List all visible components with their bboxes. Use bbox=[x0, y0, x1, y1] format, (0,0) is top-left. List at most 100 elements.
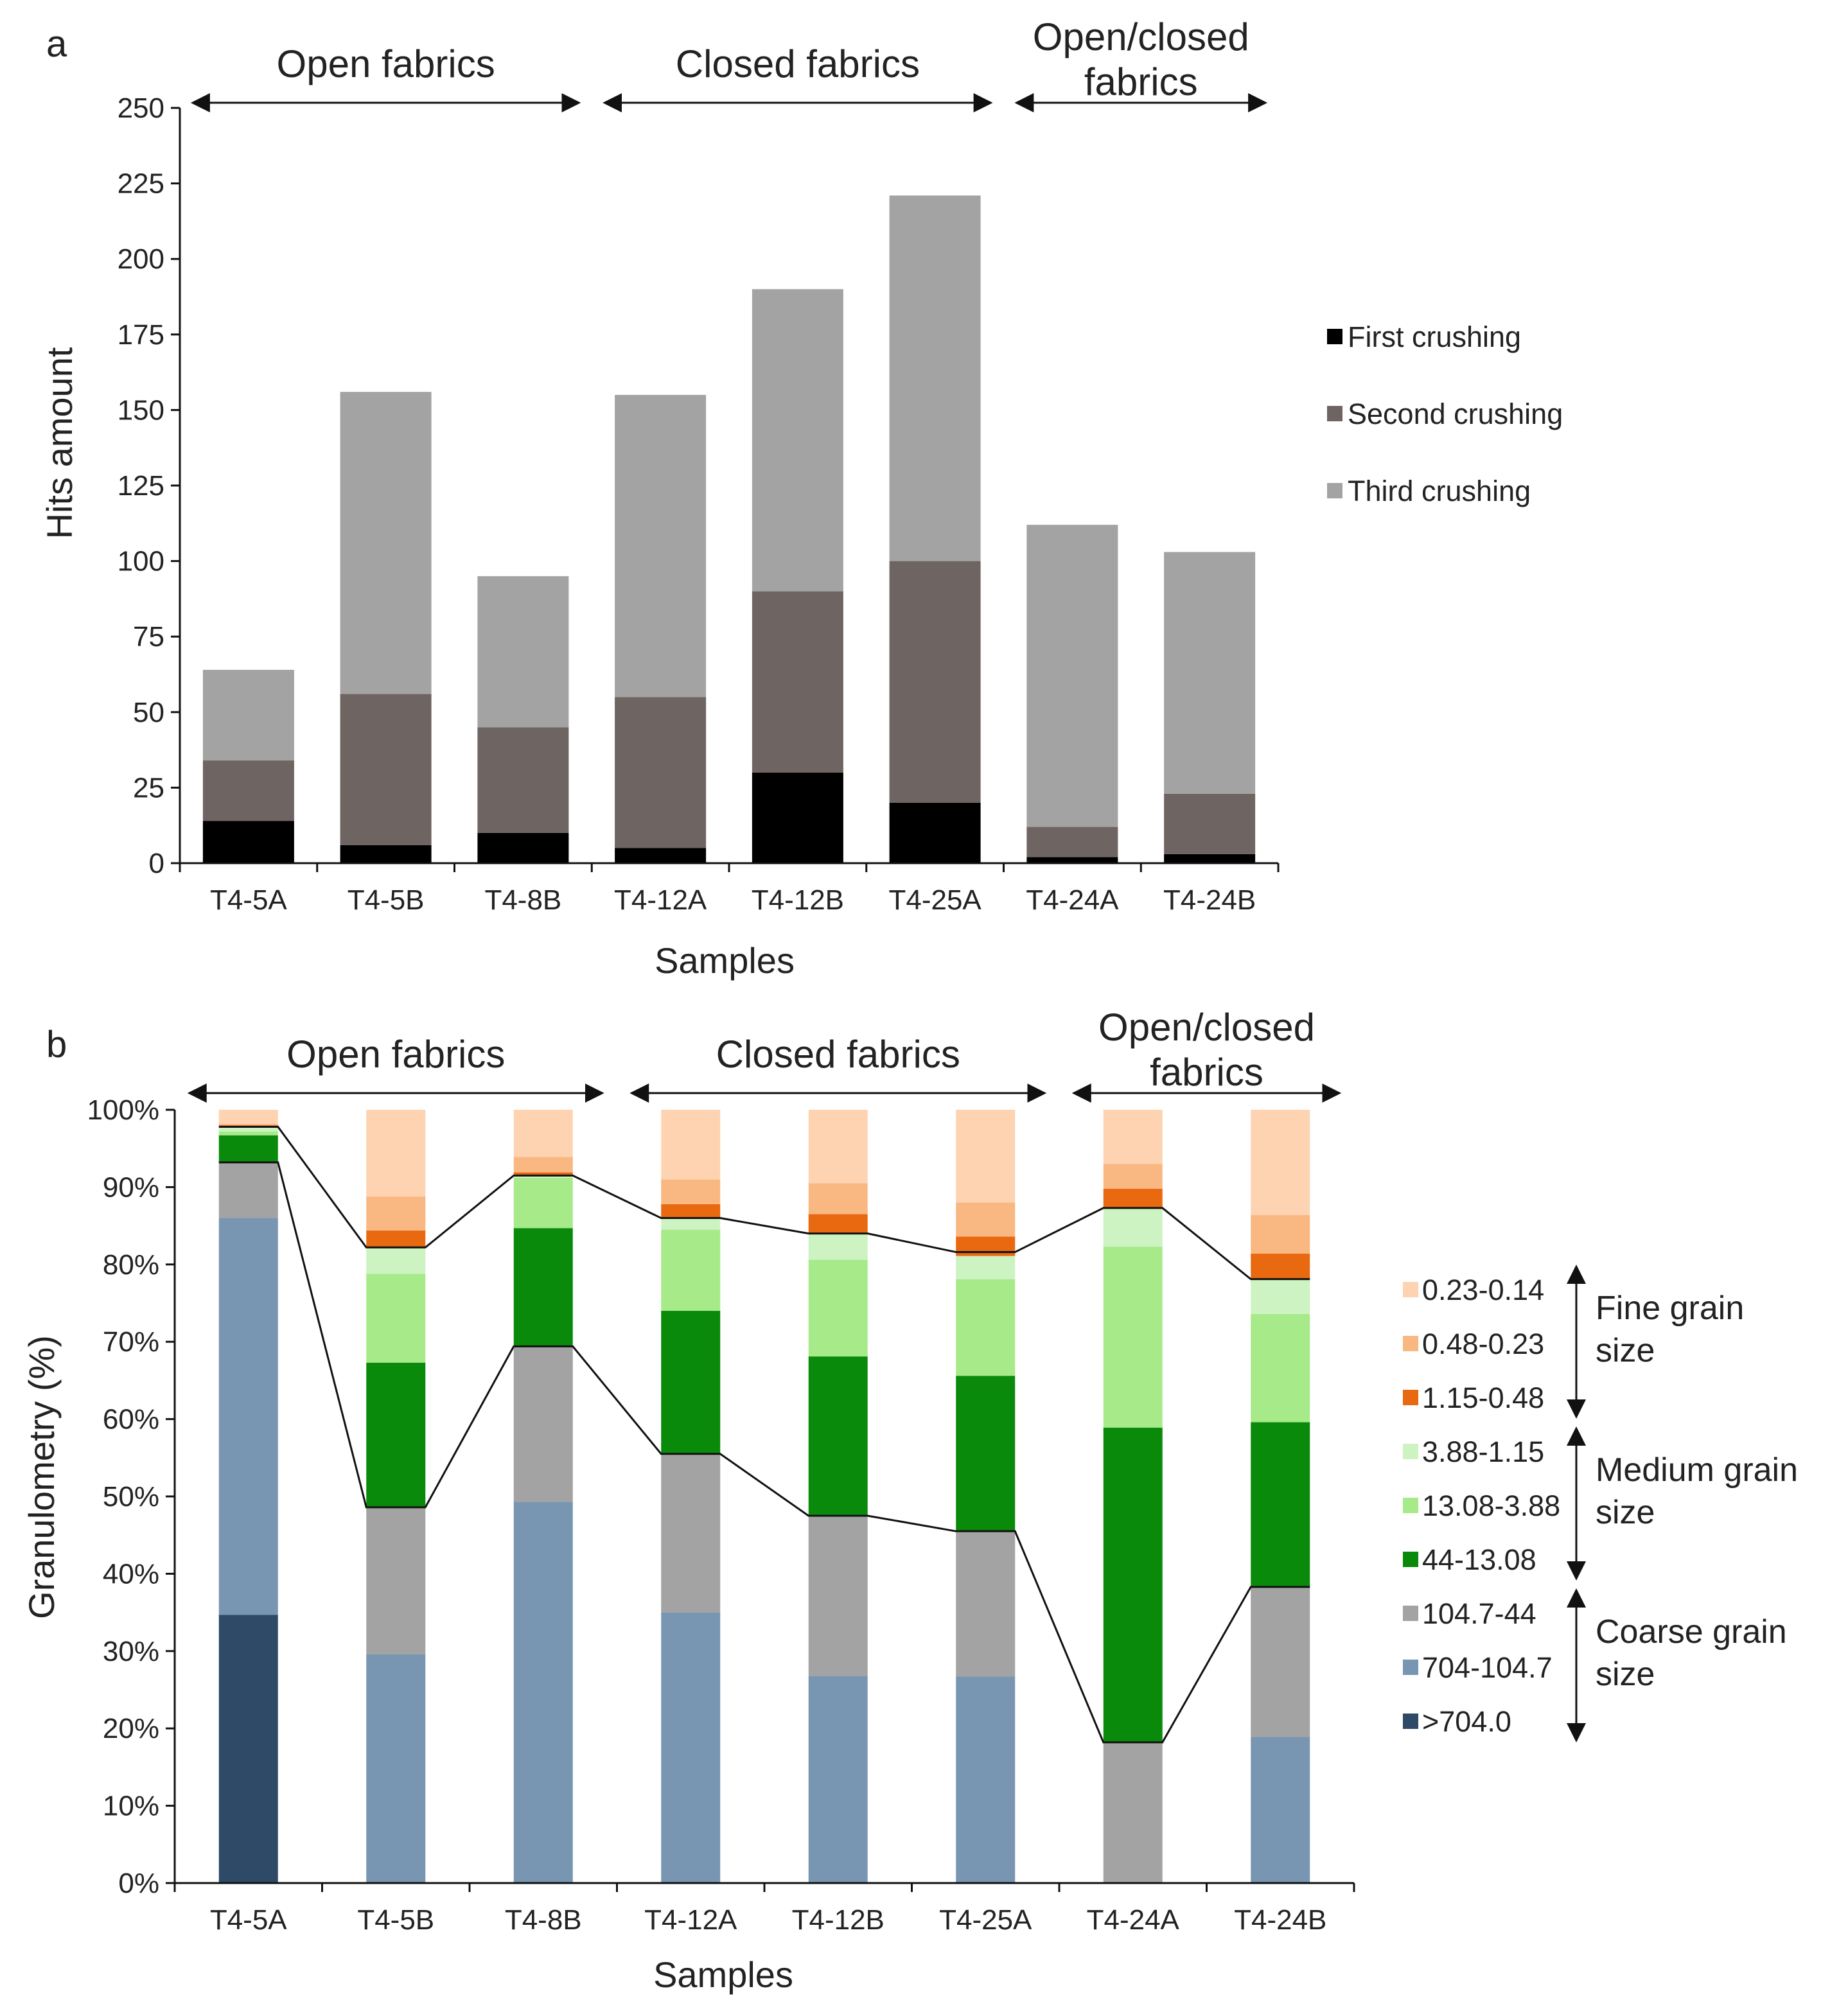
group-label-line2: fabrics bbox=[1150, 1051, 1263, 1094]
x-tick-label: T4-12A bbox=[614, 884, 707, 916]
y-tick-label: 40% bbox=[103, 1558, 159, 1590]
x-tick-label: T4-5A bbox=[210, 1904, 287, 1936]
legend-label: 3.88-1.15 bbox=[1422, 1435, 1544, 1468]
bar-segment bbox=[218, 1162, 278, 1218]
legend-swatch bbox=[1403, 1282, 1418, 1297]
bar-segment bbox=[477, 832, 569, 863]
panel-b-y-axis-title: Granulometry (%) bbox=[21, 1335, 62, 1619]
bar-segment bbox=[956, 1256, 1016, 1279]
panel-a-y-axis-title: Hits amount bbox=[39, 347, 80, 539]
bar-segment bbox=[661, 1229, 721, 1311]
bar-segment bbox=[808, 1676, 868, 1883]
bar-segment bbox=[366, 1230, 426, 1248]
y-tick-label: 50 bbox=[133, 697, 164, 728]
legend-swatch bbox=[1403, 1606, 1418, 1621]
bar-segment bbox=[1164, 854, 1256, 863]
bar-segment bbox=[1103, 1164, 1163, 1189]
bar-segment bbox=[889, 195, 981, 561]
x-tick-label: T4-8B bbox=[505, 1904, 582, 1936]
group-label: Closed fabrics bbox=[676, 42, 920, 85]
bar-segment bbox=[218, 1218, 278, 1615]
bar-segment bbox=[366, 1274, 426, 1363]
x-tick-label: T4-24B bbox=[1234, 1904, 1326, 1936]
legend-label: 13.08-3.88 bbox=[1422, 1489, 1560, 1522]
y-tick-label: 0% bbox=[118, 1868, 159, 1899]
bar-segment bbox=[615, 394, 707, 697]
bar-segment bbox=[366, 1110, 426, 1196]
legend-group-label: Fine grain bbox=[1596, 1290, 1744, 1327]
legend-group-label: Medium grain bbox=[1596, 1451, 1798, 1489]
x-tick-label: T4-25A bbox=[939, 1904, 1032, 1936]
legend-swatch bbox=[1403, 1552, 1418, 1567]
x-tick-label: T4-24A bbox=[1026, 884, 1119, 916]
bar-segment bbox=[218, 1123, 278, 1126]
panel-a-label: a bbox=[46, 23, 67, 65]
panel-a: a Open fabrics Closed fabrics Open/closedf… bbox=[39, 15, 1563, 981]
bar-segment bbox=[513, 1157, 573, 1173]
bar-segment bbox=[1251, 1586, 1310, 1737]
bar-segment bbox=[366, 1507, 426, 1654]
y-tick-label: 90% bbox=[103, 1171, 159, 1203]
legend-label: First crushing bbox=[1348, 320, 1521, 353]
panel-a-x-axis: T4-5A T4-5B T4-8B T4-12A T4-12B T4-25A T4-24A T… bbox=[179, 862, 1280, 916]
bar-segment bbox=[1251, 1737, 1310, 1883]
bar-segment bbox=[752, 591, 843, 773]
x-tick-label: T4-5B bbox=[357, 1904, 434, 1936]
y-tick-label: 125 bbox=[118, 470, 164, 502]
group-label-line2: fabrics bbox=[1084, 60, 1198, 103]
bar-segment bbox=[218, 1135, 278, 1162]
bar-segment bbox=[808, 1356, 868, 1516]
bar-segment bbox=[1164, 793, 1256, 854]
bar-segment bbox=[661, 1453, 721, 1613]
bar-segment bbox=[661, 1612, 721, 1883]
group-label: Open fabrics bbox=[286, 1033, 505, 1076]
legend-swatch bbox=[1403, 1660, 1418, 1675]
bar-segment bbox=[808, 1516, 868, 1676]
group-label: Closed fabrics bbox=[716, 1033, 960, 1076]
bar-segment bbox=[615, 697, 707, 848]
y-tick-label: 75 bbox=[133, 621, 164, 653]
bar-segment bbox=[202, 760, 294, 821]
panel-b-x-axis-title: Samples bbox=[653, 1954, 793, 1995]
legend-swatch bbox=[1403, 1714, 1418, 1729]
bar-segment bbox=[477, 727, 569, 833]
panel-b: b Open fabrics Closed fabrics Open/closedf… bbox=[21, 1006, 1798, 1995]
bar-segment bbox=[1026, 827, 1118, 857]
bar-segment bbox=[956, 1236, 1016, 1256]
bar-segment bbox=[808, 1214, 868, 1234]
boundary-line bbox=[218, 1125, 1310, 1281]
x-tick-label: T4-24B bbox=[1163, 884, 1256, 916]
bar-segment bbox=[1103, 1247, 1163, 1428]
panel-a-x-axis-title: Samples bbox=[655, 940, 795, 981]
y-tick-label: 200 bbox=[118, 243, 164, 275]
bar-segment bbox=[956, 1202, 1016, 1237]
bar-segment bbox=[218, 1131, 278, 1135]
x-tick-label: T4-5A bbox=[210, 884, 287, 916]
y-tick-label: 70% bbox=[103, 1326, 159, 1358]
legend-group-label: Coarse grain bbox=[1596, 1613, 1787, 1651]
y-tick-label: 20% bbox=[103, 1713, 159, 1744]
y-tick-label: 100 bbox=[118, 546, 164, 577]
x-tick-label: T4-24A bbox=[1087, 1904, 1180, 1936]
bar-segment bbox=[956, 1531, 1016, 1677]
boundary-line bbox=[218, 1161, 1310, 1744]
bar-segment bbox=[340, 694, 432, 845]
bar-segment bbox=[1251, 1110, 1310, 1215]
bar-segment bbox=[956, 1376, 1016, 1532]
panel-b-bars bbox=[218, 1110, 1310, 1883]
y-tick-label: 30% bbox=[103, 1636, 159, 1667]
y-tick-label: 50% bbox=[103, 1481, 159, 1512]
bar-segment bbox=[1251, 1253, 1310, 1279]
bar-segment bbox=[1251, 1422, 1310, 1587]
bar-segment bbox=[218, 1110, 278, 1124]
bar-segment bbox=[366, 1654, 426, 1883]
legend-label: 0.48-0.23 bbox=[1422, 1328, 1544, 1360]
bar-segment bbox=[808, 1110, 868, 1184]
legend-swatch bbox=[1403, 1498, 1418, 1513]
group-label: Open/closed bbox=[1098, 1006, 1315, 1049]
legend-swatch bbox=[1327, 483, 1342, 498]
bar-segment bbox=[1103, 1742, 1163, 1883]
bar-segment bbox=[808, 1259, 868, 1357]
legend-label: >704.0 bbox=[1422, 1705, 1511, 1738]
